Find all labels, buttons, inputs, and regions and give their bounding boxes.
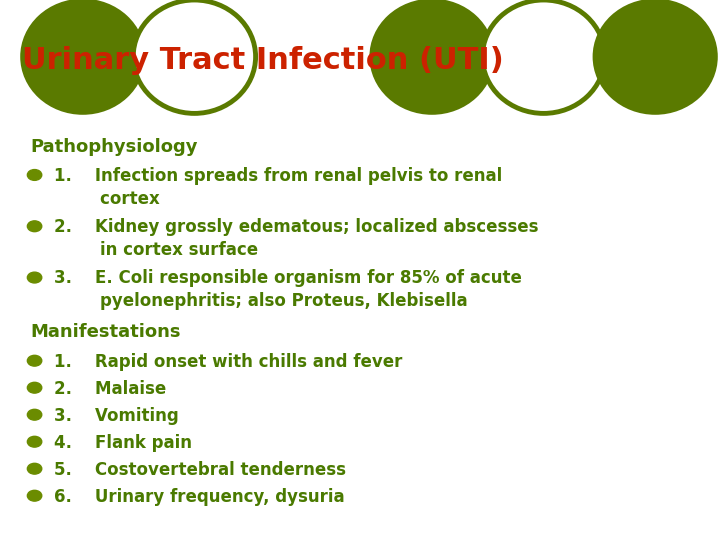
Circle shape bbox=[27, 463, 42, 474]
Text: pyelonephritis; also Proteus, Klebisella: pyelonephritis; also Proteus, Klebisella bbox=[54, 293, 467, 310]
Text: 2.    Kidney grossly edematous; localized abscesses: 2. Kidney grossly edematous; localized a… bbox=[54, 218, 539, 236]
Ellipse shape bbox=[133, 0, 256, 113]
Text: 1.    Infection spreads from renal pelvis to renal: 1. Infection spreads from renal pelvis t… bbox=[54, 167, 503, 185]
Text: in cortex surface: in cortex surface bbox=[54, 241, 258, 259]
Text: cortex: cortex bbox=[54, 190, 160, 208]
Text: Pathophysiology: Pathophysiology bbox=[30, 138, 198, 156]
Text: Manifestations: Manifestations bbox=[30, 323, 181, 341]
Circle shape bbox=[27, 272, 42, 283]
Circle shape bbox=[27, 355, 42, 366]
Text: 3.    Vomiting: 3. Vomiting bbox=[54, 407, 179, 424]
Text: 4.    Flank pain: 4. Flank pain bbox=[54, 434, 192, 451]
Circle shape bbox=[27, 409, 42, 420]
Text: Urinary Tract Infection (UTI): Urinary Tract Infection (UTI) bbox=[22, 46, 503, 75]
Ellipse shape bbox=[482, 0, 605, 113]
Ellipse shape bbox=[371, 0, 493, 113]
Circle shape bbox=[27, 382, 42, 393]
Circle shape bbox=[27, 490, 42, 501]
Circle shape bbox=[27, 170, 42, 180]
Text: 6.    Urinary frequency, dysuria: 6. Urinary frequency, dysuria bbox=[54, 488, 345, 505]
Text: 3.    E. Coli responsible organism for 85% of acute: 3. E. Coli responsible organism for 85% … bbox=[54, 269, 522, 287]
Circle shape bbox=[27, 221, 42, 232]
Ellipse shape bbox=[22, 0, 144, 113]
Ellipse shape bbox=[594, 0, 716, 113]
Text: 2.    Malaise: 2. Malaise bbox=[54, 380, 166, 397]
Circle shape bbox=[27, 436, 42, 447]
Text: 1.    Rapid onset with chills and fever: 1. Rapid onset with chills and fever bbox=[54, 353, 402, 370]
Text: 5.    Costovertebral tenderness: 5. Costovertebral tenderness bbox=[54, 461, 346, 478]
